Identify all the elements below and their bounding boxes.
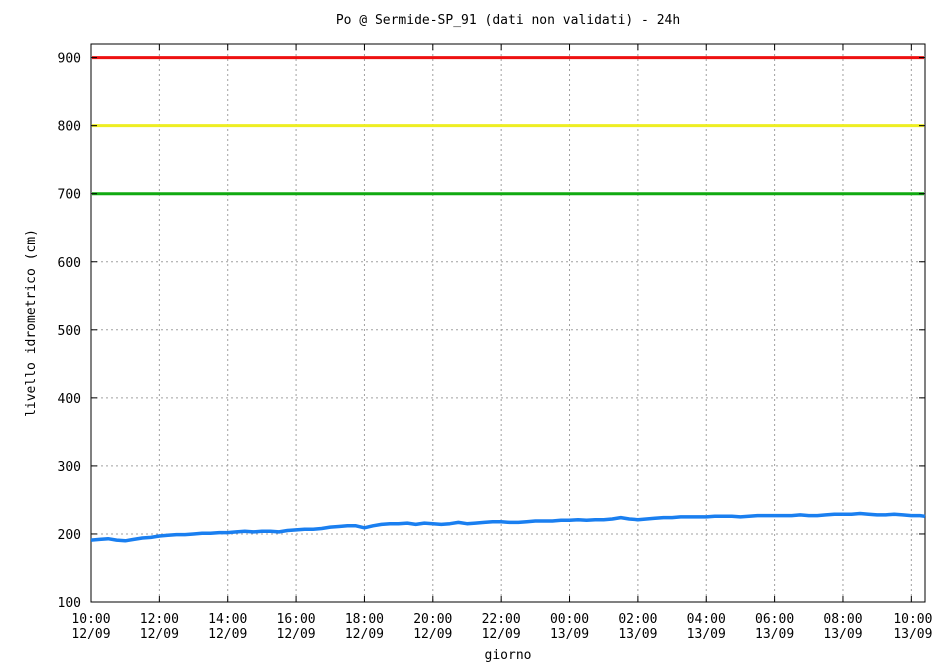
x-tick-label-date: 12/09 (413, 627, 452, 642)
x-tick-label-time: 04:00 (687, 612, 726, 627)
y-tick-label: 900 (58, 52, 81, 67)
x-tick-label-date: 13/09 (755, 627, 794, 642)
x-tick-label-date: 12/09 (277, 627, 316, 642)
x-tick-label-time: 10:00 (893, 612, 932, 627)
x-tick-label-date: 12/09 (208, 627, 247, 642)
threshold-lines (92, 56, 924, 196)
x-tick-label-time: 14:00 (208, 612, 247, 627)
x-tick-label-date: 12/09 (71, 627, 110, 642)
x-tick-label-date: 12/09 (345, 627, 384, 642)
y-tick-label: 500 (58, 324, 81, 339)
x-tick-label-date: 13/09 (893, 627, 932, 642)
grid-lines (91, 44, 925, 602)
y-tick-label: 100 (58, 596, 81, 611)
y-tick-label: 800 (58, 120, 81, 135)
x-tick-label-date: 12/09 (140, 627, 179, 642)
x-tick-label-date: 13/09 (550, 627, 589, 642)
y-tick-label: 200 (58, 528, 81, 543)
x-tick-label-time: 20:00 (413, 612, 452, 627)
x-tick-label-time: 22:00 (482, 612, 521, 627)
chart-title: Po @ Sermide-SP_91 (dati non validati) -… (336, 13, 680, 28)
x-axis-label: giorno (485, 648, 532, 663)
data-series-layer (90, 511, 926, 543)
x-tick-label-time: 06:00 (755, 612, 794, 627)
y-tick-label: 700 (58, 188, 81, 203)
x-tick-label-time: 02:00 (618, 612, 657, 627)
x-tick-label-time: 00:00 (550, 612, 589, 627)
y-tick-label: 400 (58, 392, 81, 407)
x-tick-label-date: 13/09 (687, 627, 726, 642)
water-level-series-line (90, 511, 926, 543)
x-tick-label-date: 12/09 (482, 627, 521, 642)
x-tick-label-time: 12:00 (140, 612, 179, 627)
y-tick-label: 600 (58, 256, 81, 271)
axis-ticks: 10020030040050060070080090010:0012/0912:… (58, 44, 932, 642)
y-tick-label: 300 (58, 460, 81, 475)
x-tick-label-time: 18:00 (345, 612, 384, 627)
x-tick-label-time: 08:00 (823, 612, 862, 627)
x-tick-label-date: 13/09 (618, 627, 657, 642)
x-tick-label-date: 13/09 (823, 627, 862, 642)
y-axis-label: livello idrometrico (cm) (24, 229, 39, 417)
x-tick-label-time: 16:00 (277, 612, 316, 627)
x-tick-label-time: 10:00 (71, 612, 110, 627)
plot-area-frame (90, 43, 926, 603)
